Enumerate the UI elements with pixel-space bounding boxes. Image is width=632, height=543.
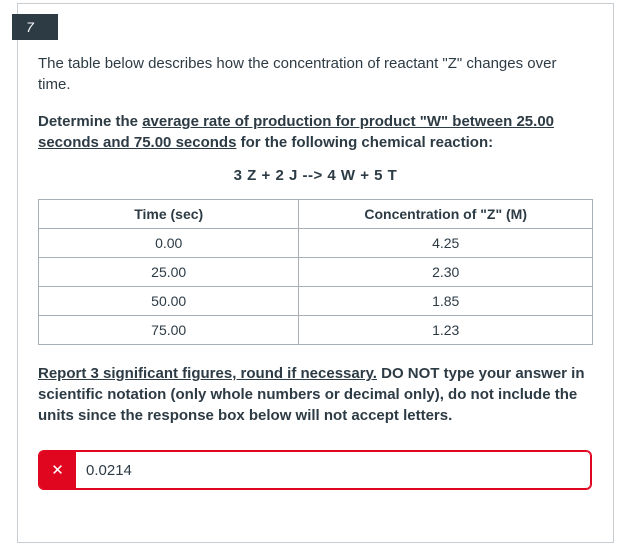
table-cell: 50.00 [37, 286, 300, 316]
question-number: 7 [26, 19, 34, 35]
incorrect-status-badge: ✕ [39, 451, 76, 489]
x-icon: ✕ [51, 461, 64, 479]
table-row: 75.00 1.23 [37, 315, 593, 345]
table-cell: 0.00 [37, 228, 300, 258]
table-cell: 2.30 [298, 257, 593, 287]
concentration-table: Time (sec) Concentration of "Z" (M) 0.00… [37, 199, 593, 345]
question-panel: 7 The table below describes how the conc… [12, 3, 614, 543]
table-header-row: Time (sec) Concentration of "Z" (M) [37, 199, 593, 229]
table-row: 0.00 4.25 [37, 228, 593, 258]
table-cell: 75.00 [37, 315, 300, 345]
table-row: 25.00 2.30 [37, 257, 593, 287]
table-header: Time (sec) Concentration of "Z" (M) [37, 199, 593, 229]
prompt-prefix: Determine the [38, 113, 143, 130]
table-cell: 25.00 [37, 257, 300, 287]
data-table-body: 0.00 4.25 25.00 2.30 50.00 1.85 75.00 1.23 [37, 228, 593, 345]
question-intro-text: The table below describes how the concen… [38, 53, 593, 95]
prompt-underlined: average rate of production for product "… [38, 113, 554, 151]
answer-input[interactable] [76, 451, 591, 489]
table-cell: 1.85 [298, 286, 593, 316]
question-number-badge: 7 [12, 14, 58, 40]
table-header-concentration: Concentration of "Z" (M) [298, 199, 593, 229]
equation-text: 3 Z + 2 J --> 4 W + 5 T [233, 167, 398, 184]
instructions-underlined: Report 3 significant figures, round if n… [38, 365, 377, 382]
question-prompt-text: Determine the average rate of production… [38, 111, 593, 153]
table-header-time: Time (sec) [37, 199, 300, 229]
chemical-equation: 3 Z + 2 J --> 4 W + 5 T [38, 167, 593, 184]
instructions-rest: DO NOT type your answer in scientific no… [38, 365, 585, 424]
table-cell: 4.25 [298, 228, 593, 258]
table-cell: 1.23 [298, 315, 593, 345]
prompt-suffix: for the following chemical reaction: [236, 134, 494, 151]
answer-instructions-text: Report 3 significant figures, round if n… [38, 363, 593, 426]
question-intro-span: The table below describes how the concen… [38, 55, 557, 93]
answer-field-container: ✕ [38, 450, 592, 490]
table-row: 50.00 1.85 [37, 286, 593, 316]
